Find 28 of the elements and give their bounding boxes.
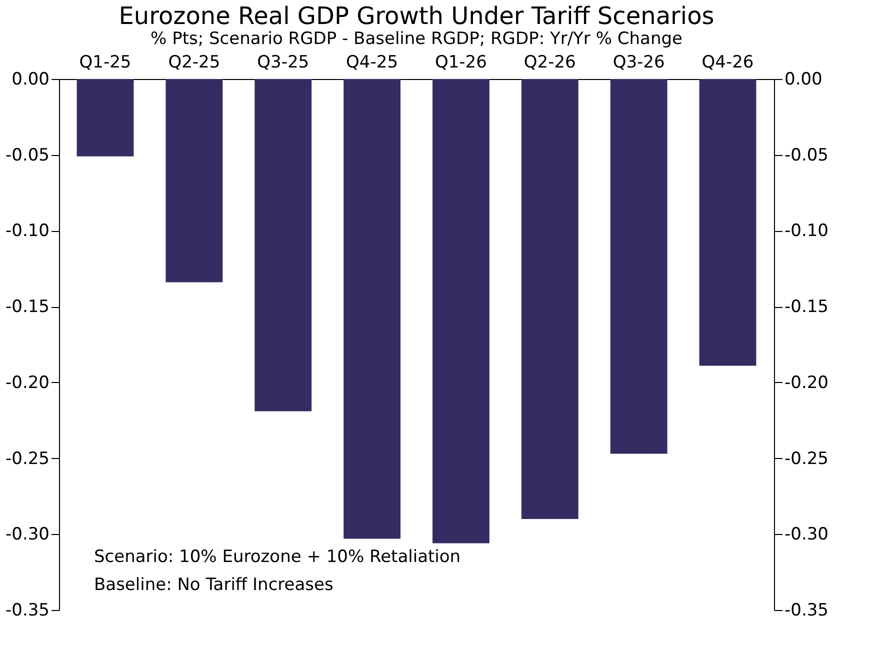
y2-tick-label: -0.30: [784, 524, 828, 545]
x-tick-label: Q3-26: [612, 52, 665, 72]
y2-tick-label: -0.35: [784, 600, 828, 620]
chart-title: Eurozone Real GDP Growth Under Tariff Scenarios: [118, 2, 714, 30]
y2-tick-label: -0.15: [784, 297, 828, 318]
x-tick-label: Q1-25: [79, 52, 132, 72]
x-tick-label: Q2-25: [168, 52, 220, 72]
y-tick-label: -0.35: [6, 600, 50, 620]
y-tick-label: -0.05: [6, 145, 50, 166]
y2-tick-label: -0.10: [784, 221, 828, 242]
annotation: Baseline: No Tariff Increases: [94, 575, 334, 595]
y2-tick-label: -0.20: [784, 372, 828, 393]
x-tick-label: Q1-26: [434, 52, 487, 72]
x-tick-label: Q4-25: [346, 52, 398, 72]
chart-subtitle: % Pts; Scenario RGDP - Baseline RGDP; RGDP: Yr/Yr % Change: [150, 29, 682, 49]
y-tick-label: -0.10: [6, 221, 50, 242]
y-tick-label: -0.30: [6, 524, 50, 545]
y-tick-label: -0.15: [6, 297, 50, 318]
x-tick-label: Q2-26: [524, 52, 576, 72]
x-tick-label: Q4-26: [702, 52, 754, 72]
y-tick-label: -0.25: [6, 448, 50, 469]
x-tick-label: Q3-25: [257, 52, 310, 72]
y2-tick-label: -0.25: [784, 448, 828, 469]
annotation: Scenario: 10% Eurozone + 10% Retaliation: [94, 547, 461, 567]
y2-tick-label: 0.00: [784, 70, 822, 90]
y-tick-label: 0.00: [12, 70, 50, 90]
y-tick-label: -0.20: [6, 372, 50, 393]
y2-tick-label: -0.05: [784, 145, 828, 166]
